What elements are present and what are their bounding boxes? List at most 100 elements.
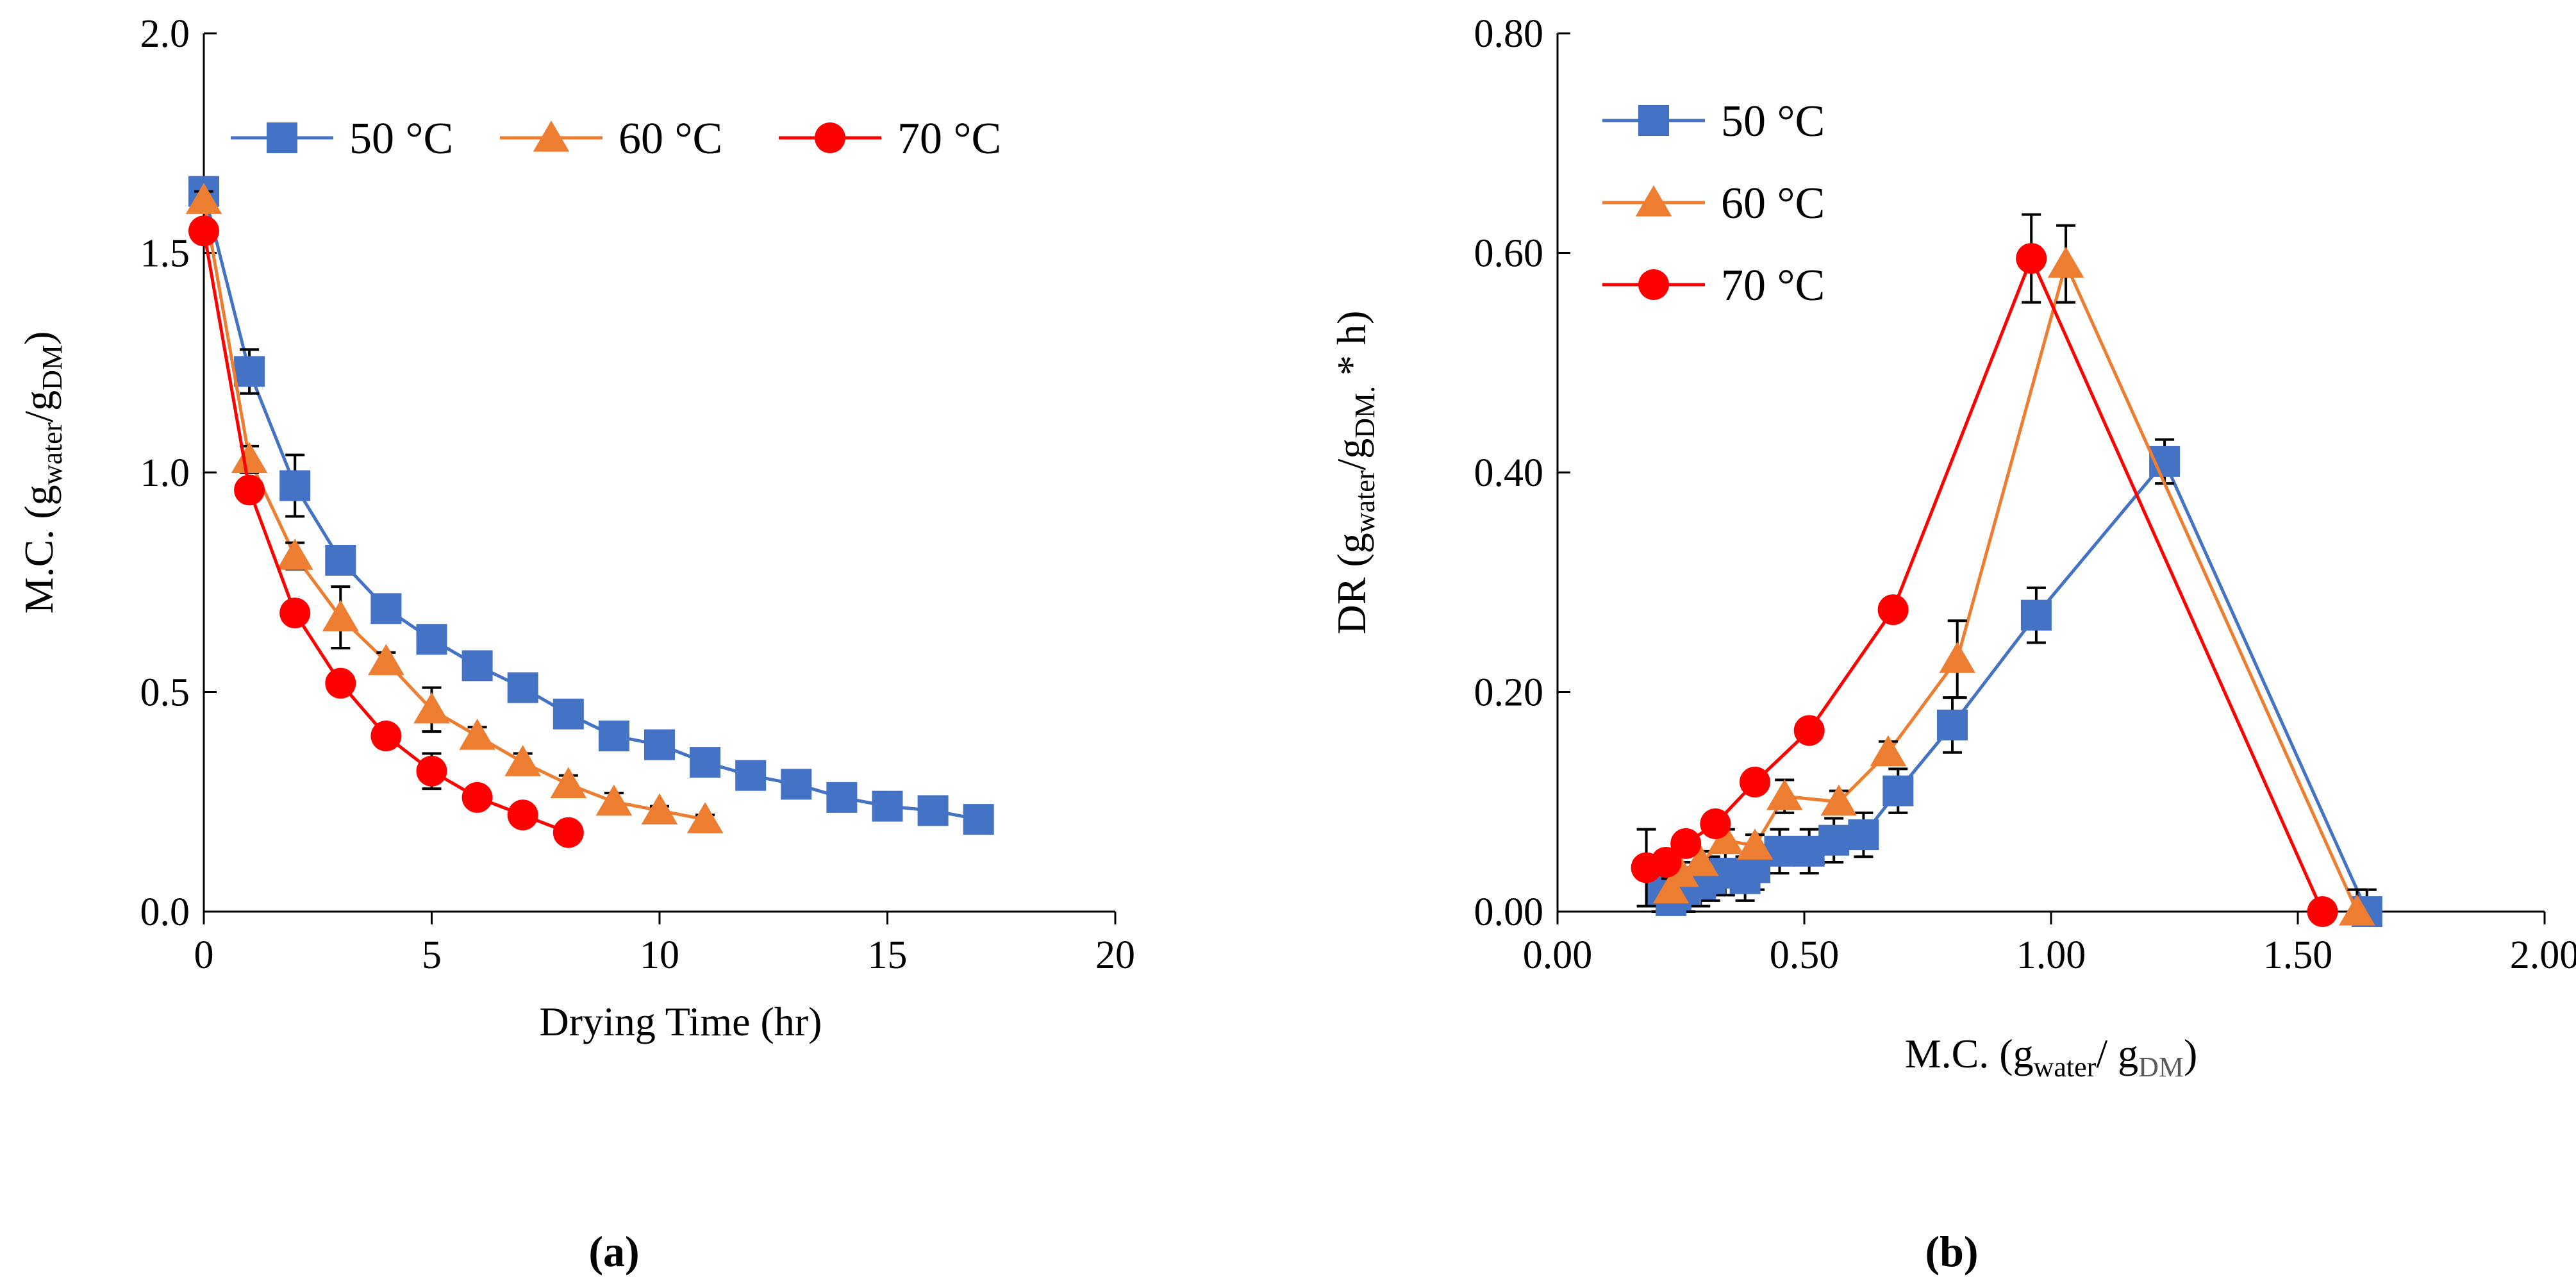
chart-a-series-0-point xyxy=(370,593,402,624)
chart-a-legend-swatch-marker xyxy=(533,121,570,152)
chart-b-series-1-point xyxy=(1820,784,1857,816)
chart-a-series-2 xyxy=(188,215,584,848)
chart-a-series xyxy=(185,176,994,848)
chart-a-series-1-point xyxy=(413,692,450,724)
chart-b-x-tick-label: 0.50 xyxy=(1770,933,1840,977)
chart-a-series-1-point xyxy=(185,183,222,214)
chart-b: 0.00 0.20 0.40 0.60 0.80 0.00 0.50 1.00 1.50 2.0… xyxy=(1329,12,2576,1276)
chart-a-legend-swatch-marker xyxy=(267,122,297,153)
chart-b-y-ticks: 0.00 0.20 0.40 0.60 0.80 xyxy=(1474,12,1570,934)
chart-a-x-tick-label: 20 xyxy=(1095,933,1135,977)
chart-b-series-1-point xyxy=(2339,894,2375,926)
chart-b-legend-swatch-marker xyxy=(1635,185,1672,217)
chart-a-x-ticks: 0 5 10 15 20 xyxy=(194,912,1135,977)
chart-a-series-0-point xyxy=(781,769,812,800)
chart-b-series-2-point xyxy=(1793,715,1825,746)
chart-b-series-2 xyxy=(1631,213,2338,927)
chart-a-series-0-point xyxy=(416,624,447,655)
chart-a-series-1 xyxy=(185,183,724,833)
chart-a-y-tick-label: 1.0 xyxy=(140,451,190,495)
chart-a-x-tick-label: 10 xyxy=(640,933,679,977)
chart-a-x-label: Drying Time (hr) xyxy=(540,999,822,1044)
chart-a-y-label: M.C. (gwater/gDM) xyxy=(16,331,68,614)
chart-a-legend-label: 50 °C xyxy=(349,114,453,163)
chart-b-series-1-line xyxy=(1669,259,2359,913)
chart-b-series-0-point xyxy=(1793,835,1825,867)
chart-b-panel-label: (b) xyxy=(1925,1227,1978,1276)
chart-b-y-tick-label: 0.20 xyxy=(1474,671,1544,715)
chart-a-series-1-point xyxy=(231,442,268,474)
chart-b-x-label: M.C. (gwater/ gDM) xyxy=(1905,1031,2198,1083)
chart-a-series-1-point xyxy=(686,802,724,833)
chart-a-legend-label: 60 °C xyxy=(619,114,722,163)
chart-b-x-tick-label: 2.00 xyxy=(2510,933,2576,977)
chart-a-series-0-point xyxy=(735,760,767,791)
chart-a-series-0-point xyxy=(553,698,584,730)
chart-a-y-tick-label: 1.5 xyxy=(140,232,190,276)
chart-b-y-tick-label: 0.40 xyxy=(1474,451,1544,495)
chart-b-y-tick-label: 0.00 xyxy=(1474,890,1544,934)
chart-a-series-0-point xyxy=(872,790,903,822)
chart-b-legend-swatch-marker xyxy=(1638,105,1669,136)
chart-b-legend-label: 70 °C xyxy=(1721,261,1825,310)
chart-a-legend: 50 °C 60 °C 70 °C xyxy=(231,114,1001,163)
chart-b-x-tick-label: 1.00 xyxy=(2016,933,2086,977)
chart-a-series-0-point xyxy=(325,545,356,576)
chart-a-series-2-point xyxy=(461,781,493,813)
chart-a-series-1-line xyxy=(202,199,706,821)
chart-a-y-tick-label: 0.0 xyxy=(140,890,190,934)
chart-b-series-1-point xyxy=(1652,872,1690,904)
chart-b-legend-item-0: 50 °C xyxy=(1602,97,1825,146)
chart-b-series-2-point xyxy=(1700,808,1731,839)
chart-a-series-0-point xyxy=(279,470,311,501)
chart-a-series-0 xyxy=(188,176,994,835)
chart-a-series-2-point xyxy=(188,215,219,247)
chart-a-series-0-line xyxy=(202,190,979,821)
chart-b-legend-item-2: 70 °C xyxy=(1602,261,1825,310)
chart-a-legend-label: 70 °C xyxy=(897,114,1001,163)
chart-a-series-0-point xyxy=(598,721,629,751)
chart-b-series-1-point xyxy=(1766,779,1803,810)
chart-a-series-1-point xyxy=(504,745,542,776)
chart-a-series-2-point xyxy=(234,474,265,506)
chart-b-legend-label: 50 °C xyxy=(1721,97,1825,146)
chart-a-series-1-point xyxy=(368,644,404,676)
chart-a-series-0-point xyxy=(644,729,675,760)
chart-a-legend-item-0: 50 °C xyxy=(231,114,453,163)
chart-a: 0.0 0.5 1.0 1.5 2.0 0 5 10 15 20 Drying Time (hr… xyxy=(16,12,1135,1276)
chart-b-series-1-point xyxy=(1682,844,1719,876)
chart-a-series-0-point xyxy=(963,804,994,835)
chart-a-series-0-point xyxy=(461,650,493,681)
chart-a-x-tick-label: 15 xyxy=(868,933,908,977)
chart-b-series xyxy=(1631,213,2382,927)
chart-a-legend-swatch-marker xyxy=(815,122,845,153)
chart-a-series-1-point xyxy=(641,793,678,825)
chart-b-series-0-point xyxy=(2020,599,2052,631)
chart-a-y-ticks: 0.0 0.5 1.0 1.5 2.0 xyxy=(140,12,217,934)
chart-b-x-ticks: 0.00 0.50 1.00 1.50 2.00 xyxy=(1523,912,2576,977)
chart-a-series-2-point xyxy=(416,755,447,787)
chart-a-panel-label: (a) xyxy=(588,1227,639,1276)
chart-a-series-0-point xyxy=(690,747,721,778)
chart-a-x-tick-label: 5 xyxy=(422,933,442,977)
chart-b-x-tick-label: 1.50 xyxy=(2263,933,2333,977)
chart-a-series-1-point xyxy=(550,767,587,798)
chart-a-series-2-point xyxy=(279,597,311,629)
chart-a-legend-item-2: 70 °C xyxy=(779,114,1001,163)
chart-a-series-2-point xyxy=(325,667,356,699)
chart-a-series-0-point xyxy=(234,356,265,387)
chart-a-y-tick-label: 2.0 xyxy=(140,12,190,56)
chart-b-series-1-point xyxy=(2047,246,2084,278)
chart-b-series-1-point xyxy=(1939,642,1976,673)
chart-a-series-1-point xyxy=(459,719,495,750)
chart-a-series-0-point xyxy=(826,781,858,813)
chart-b-series-2-point xyxy=(1670,828,1702,859)
chart-b-y-tick-label: 0.60 xyxy=(1474,232,1544,276)
chart-b-series-2-point xyxy=(1740,766,1770,797)
chart-b-series-1-point xyxy=(1707,823,1744,855)
chart-b-series-0-point xyxy=(1848,819,1879,851)
chart-b-legend-item-1: 60 °C xyxy=(1602,179,1825,228)
chart-a-series-1-point xyxy=(322,600,359,631)
chart-b-series-2-point xyxy=(2016,243,2047,274)
